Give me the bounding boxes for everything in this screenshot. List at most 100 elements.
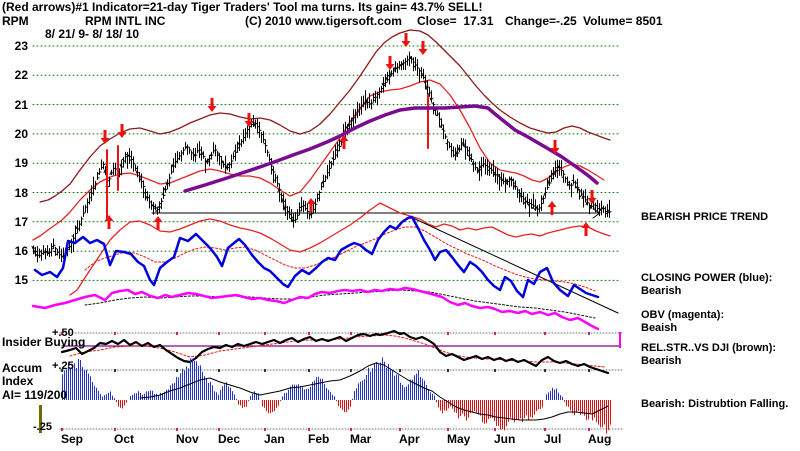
accum-bar-positive: [370, 371, 371, 400]
accum-bar-negative: [602, 400, 603, 428]
accum-bar-positive: [104, 395, 105, 400]
accum-bar-positive: [198, 365, 199, 400]
accum-bar-negative: [342, 400, 343, 410]
accum-bar-positive: [558, 392, 559, 400]
accum-bar-positive: [398, 375, 399, 400]
accum-bar-positive: [230, 387, 231, 400]
x-axis-label: Jan: [264, 432, 285, 446]
accum-bar-positive: [88, 373, 89, 400]
accum-bar-negative: [476, 400, 477, 413]
accum-bar-negative: [336, 400, 337, 402]
accum-bar-negative: [480, 400, 481, 416]
accum-bar-positive: [64, 370, 65, 400]
accum-bar-positive: [140, 392, 141, 400]
accum-bar-negative: [270, 400, 271, 414]
accum-bar-positive: [218, 394, 219, 400]
buy-arrow-icon: [306, 198, 316, 212]
accum-bar-positive: [554, 389, 555, 400]
price-open-tick: [39, 250, 42, 253]
price-open-tick: [441, 127, 444, 131]
obv-label: OBV (magenta):: [641, 309, 725, 321]
price-open-tick: [55, 253, 58, 256]
accum-bar-positive: [322, 378, 323, 400]
accum-bar-positive: [296, 384, 297, 400]
accum-bar-negative: [600, 400, 601, 428]
accum-bar-negative: [120, 400, 121, 408]
accum-bar-positive: [164, 391, 165, 400]
price-open-tick: [279, 193, 282, 196]
accum-bar-positive: [98, 390, 99, 400]
accum-bar-negative: [436, 400, 437, 403]
accum-bar-negative: [488, 400, 489, 420]
accum-bar-positive: [326, 387, 327, 400]
accum-bar-positive: [290, 386, 291, 400]
accum-bar-negative: [500, 400, 501, 430]
price-open-tick: [121, 158, 124, 161]
accum-bar-positive: [312, 381, 313, 400]
price-open-tick: [139, 178, 142, 182]
accum-bar-positive: [92, 382, 93, 400]
level-label-plus25: +.25: [52, 360, 74, 372]
price-open-tick: [71, 235, 74, 238]
accum-bar-positive: [408, 384, 409, 400]
date-range: 8/ 21/ 9- 8/ 18/ 10: [45, 27, 140, 41]
accum-bar-positive: [386, 367, 387, 400]
right-edge-tick: [619, 332, 621, 348]
accum-bar-negative: [456, 400, 457, 414]
price-trend-note: BEARISH PRICE TREND: [641, 211, 769, 223]
y-axis-label: 21: [14, 97, 28, 112]
accum-bar-positive: [426, 385, 427, 400]
accum-bar-positive: [288, 389, 289, 400]
accum-bar-positive: [80, 359, 81, 400]
accum-bar-negative: [242, 400, 243, 408]
price-open-tick: [253, 121, 256, 127]
price-open-tick: [365, 99, 368, 106]
accum-bar-positive: [158, 395, 159, 400]
accum-bar-positive: [66, 369, 67, 400]
accum-bar-negative: [472, 400, 473, 412]
price-open-tick: [161, 192, 164, 196]
accum-bar-positive: [420, 377, 421, 400]
sell-arrow-icon: [587, 190, 597, 204]
accum-bar-positive: [358, 383, 359, 400]
accum-bar-positive: [372, 368, 373, 400]
accum-bar-negative: [566, 400, 567, 407]
accum-bar-positive: [184, 370, 185, 400]
sell-arrow-icon: [418, 41, 428, 55]
sell-arrow-icon: [100, 130, 110, 144]
accum-bar-negative: [524, 400, 525, 419]
accum-bar-negative: [572, 400, 573, 414]
month-marker: [588, 369, 590, 372]
accum-bar-positive: [556, 388, 557, 400]
accum-bar-positive: [328, 389, 329, 400]
accum-bar-positive: [390, 368, 391, 400]
accum-bar-negative: [608, 400, 609, 431]
price-open-tick: [205, 160, 208, 163]
accum-bar-positive: [384, 361, 385, 400]
price-open-tick: [335, 149, 338, 152]
accum-bar-positive: [222, 386, 223, 400]
accum-bar-positive: [210, 381, 211, 400]
month-marker: [176, 428, 178, 431]
accum-bar-negative: [460, 400, 461, 417]
x-axis-label: Nov: [176, 432, 199, 446]
level-label-plus50: +.50: [52, 327, 74, 339]
rel-str-label: REL.STR..VS DJI (brown):: [641, 342, 777, 354]
accum-bar-negative: [598, 400, 599, 425]
insider-line: [60, 329, 610, 375]
accum-bar-negative: [590, 400, 591, 415]
close-value: Close= 17.31: [417, 14, 494, 28]
accum-bar-negative: [490, 400, 491, 418]
accum-bar-negative: [268, 400, 269, 414]
accum-bar-positive: [226, 382, 227, 400]
accum-bar-negative: [462, 400, 463, 414]
accum-bar-positive: [132, 395, 133, 400]
closing-power-label: CLOSING POWER (blue):: [641, 272, 773, 284]
accum-bar-positive: [364, 379, 365, 400]
accum-bar-positive: [196, 361, 197, 400]
price-open-tick: [61, 255, 64, 258]
accum-bar-negative: [588, 400, 589, 420]
price-open-tick: [237, 142, 240, 147]
month-marker: [308, 428, 310, 431]
accum-bar-negative: [504, 400, 505, 431]
